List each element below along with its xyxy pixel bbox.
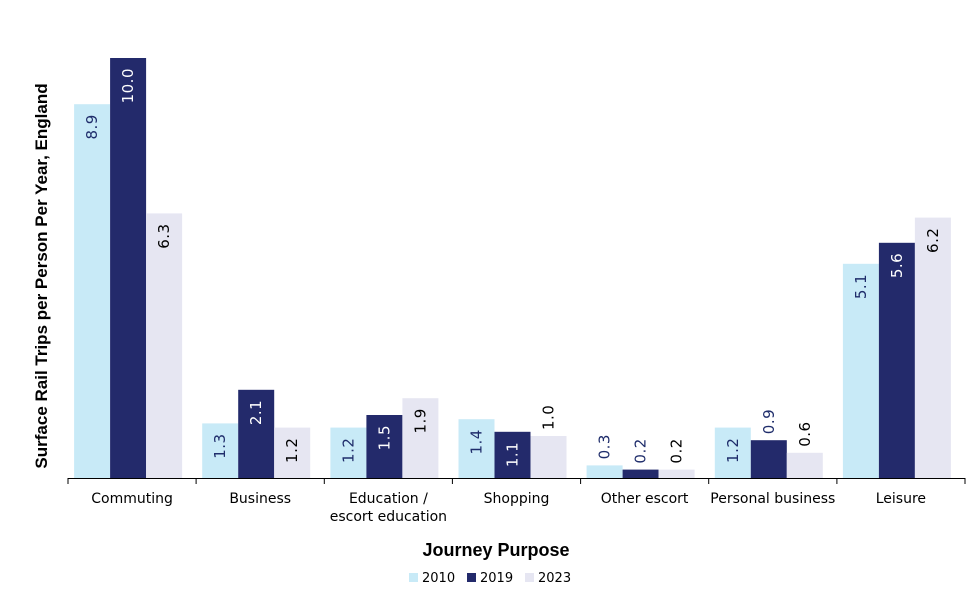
y-axis-title: Surface Rail Trips per Person Per Year, … xyxy=(32,83,51,468)
bar-2010-1 xyxy=(202,423,239,478)
x-tick-label-4: Other escort xyxy=(601,491,689,507)
bar-2019-1 xyxy=(238,389,275,478)
bar-2023-3 xyxy=(530,436,567,478)
bar-2023-6 xyxy=(914,217,951,478)
data-label-2023-1: 1.2 xyxy=(283,438,301,463)
bar-2010-0 xyxy=(74,104,111,478)
bar-2023-0 xyxy=(146,213,183,478)
bar-2010-6 xyxy=(842,263,879,478)
data-label-2019-5: 0.9 xyxy=(760,409,778,434)
data-label-2019-3: 1.1 xyxy=(504,442,522,467)
data-label-2023-6: 6.2 xyxy=(924,228,942,253)
bar-2019-6 xyxy=(878,242,915,478)
x-tick-label-2: Education / escort education xyxy=(330,491,447,525)
data-label-2010-4: 0.3 xyxy=(596,434,614,459)
data-label-2023-5: 0.6 xyxy=(796,421,814,446)
data-label-2019-0: 10.0 xyxy=(119,68,137,103)
bar-2010-4 xyxy=(586,465,623,478)
bar-2019-3 xyxy=(494,431,531,478)
legend-label-2010: 2010 xyxy=(422,571,455,586)
data-label-2019-2: 1.5 xyxy=(375,425,393,450)
data-label-2023-0: 6.3 xyxy=(155,223,173,248)
data-label-2019-6: 5.6 xyxy=(888,253,906,278)
data-label-2019-4: 0.2 xyxy=(632,438,650,463)
data-label-2010-3: 1.4 xyxy=(468,429,486,454)
bars-layer: 8.9 10.0 6.3 1.3 2.1 1.2 1.2 1.5 1.9 1.4 1.1 1.0 0.3… xyxy=(74,58,951,478)
bar-2019-5 xyxy=(750,440,787,478)
bar-2023-4 xyxy=(658,469,695,478)
legend-swatch-2010 xyxy=(409,573,418,582)
data-label-2010-5: 1.2 xyxy=(724,438,742,463)
legend-swatch-2023 xyxy=(525,573,534,582)
x-tick-label-0: Commuting xyxy=(91,491,173,507)
x-tick-label-1: Business xyxy=(229,491,291,507)
x-tick-label-6: Leisure xyxy=(876,491,926,507)
data-label-2010-6: 5.1 xyxy=(852,274,870,299)
legend-swatch-2019 xyxy=(467,573,476,582)
data-label-2023-4: 0.2 xyxy=(668,438,686,463)
data-label-2010-0: 8.9 xyxy=(83,114,101,139)
data-label-2019-1: 2.1 xyxy=(247,400,265,425)
data-label-2023-2: 1.9 xyxy=(411,408,429,433)
bar-2019-0 xyxy=(110,58,147,478)
bar-2010-2 xyxy=(330,427,367,478)
bar-2010-3 xyxy=(458,419,495,478)
x-tick-labels: Commuting Business Education / escort educa… xyxy=(91,491,926,525)
bar-2023-1 xyxy=(274,427,311,478)
bar-2023-5 xyxy=(786,452,823,478)
data-label-2023-3: 1.0 xyxy=(540,405,558,430)
x-tick-label-3: Shopping xyxy=(484,491,550,507)
x-tick-label-5: Personal business xyxy=(710,491,835,507)
bar-2019-2 xyxy=(366,415,403,478)
x-axis-title: Journey Purpose xyxy=(422,540,569,560)
legend-label-2023: 2023 xyxy=(538,571,571,586)
data-label-2010-1: 1.3 xyxy=(211,433,229,458)
axis-layer xyxy=(67,478,966,484)
bar-2010-5 xyxy=(714,427,751,478)
legend-label-2019: 2019 xyxy=(480,571,513,586)
data-label-2010-2: 1.2 xyxy=(339,438,357,463)
bar-2023-2 xyxy=(402,398,439,478)
legend: 2010 2019 2023 xyxy=(409,571,571,586)
bar-2019-4 xyxy=(622,469,659,478)
